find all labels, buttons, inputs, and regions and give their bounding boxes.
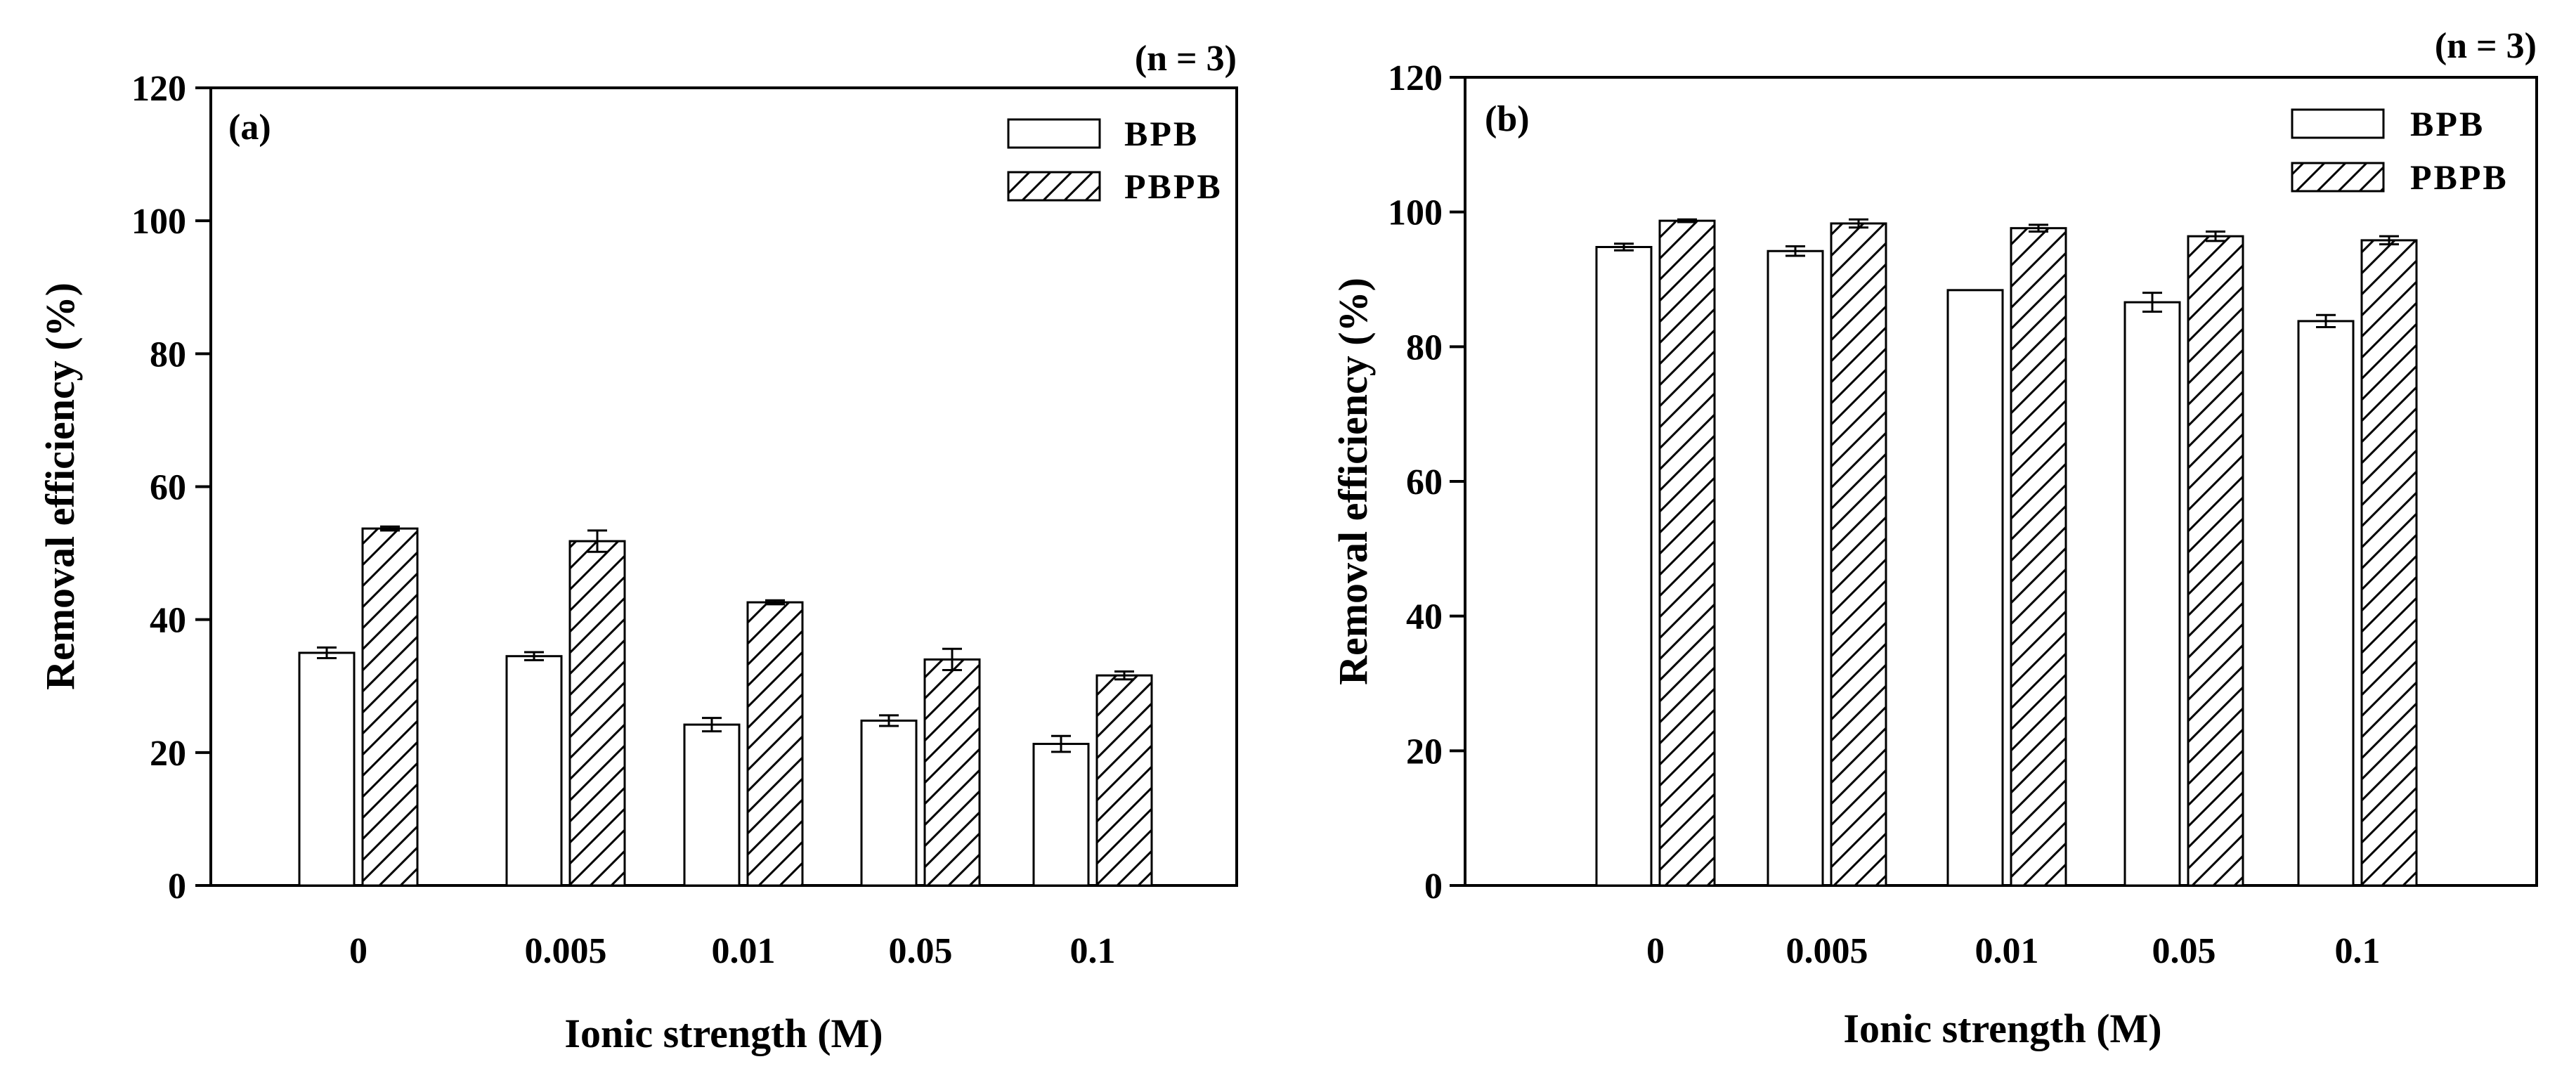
chart-panel-a: (a) (n = 3) Ionic strength (M) Removal e… xyxy=(37,39,1238,1056)
legend: BPB PBPB xyxy=(2291,104,2509,197)
legend-label-pbpb: PBPB xyxy=(1124,167,1223,206)
bar-bpb xyxy=(1595,246,1653,887)
x-tick-label: 0 xyxy=(349,931,367,971)
bar-pbpb xyxy=(1658,219,1716,887)
x-axis-title: Ionic strength (M) xyxy=(564,1011,883,1056)
bar-marks xyxy=(298,525,1153,887)
x-tick-label: 0.1 xyxy=(1070,931,1116,971)
bar-pbpb xyxy=(1830,222,1887,887)
x-tick-label: 0.01 xyxy=(712,931,776,971)
x-axis-ticks: 0 0.005 0.01 0.05 0.1 xyxy=(1646,931,2381,971)
y-tick-label: 40 xyxy=(1406,597,1443,637)
bar-pbpb xyxy=(2010,227,2067,887)
x-tick-label: 0.1 xyxy=(2335,931,2381,971)
bar-bpb xyxy=(298,651,356,887)
legend-label-bpb: BPB xyxy=(2410,104,2485,143)
legend-swatch-pbpb xyxy=(1007,171,1101,202)
legend: BPB PBPB xyxy=(1007,114,1223,206)
x-tick-label: 0.05 xyxy=(889,931,953,971)
legend-label-pbpb: PBPB xyxy=(2410,157,2509,197)
bar-pbpb xyxy=(568,540,626,887)
x-axis-title: Ionic strength (M) xyxy=(1843,1006,2161,1051)
y-tick-label: 100 xyxy=(1388,193,1443,233)
y-tick-label: 60 xyxy=(150,468,186,508)
bar-bpb xyxy=(1767,249,1824,887)
bar-bpb xyxy=(2123,301,2181,887)
x-tick-label: 0.01 xyxy=(1975,931,2039,971)
bar-pbpb xyxy=(361,527,419,887)
legend-swatch-bpb xyxy=(1007,118,1101,149)
sample-size-note: (n = 3) xyxy=(1135,39,1237,79)
bar-bpb xyxy=(1032,743,1090,887)
y-axis-title: Removal efficiency (%) xyxy=(1330,278,1376,685)
y-tick-label: 120 xyxy=(1388,58,1443,98)
legend-swatch-pbpb xyxy=(2291,162,2385,193)
panel-label: (a) xyxy=(228,108,271,148)
bar-bpb xyxy=(505,655,563,887)
bar-bpb xyxy=(1946,289,2004,887)
x-tick-label: 0.005 xyxy=(1786,931,1868,971)
sample-size-note: (n = 3) xyxy=(2435,26,2537,66)
bar-pbpb xyxy=(2187,235,2244,887)
y-tick-label: 80 xyxy=(150,335,186,375)
y-tick-label: 80 xyxy=(1406,327,1443,368)
bar-marks xyxy=(1595,218,2418,887)
legend-swatch-bpb xyxy=(2291,108,2385,139)
x-tick-label: 0.05 xyxy=(2152,931,2216,971)
y-axis-ticks: 0 20 40 60 80 100 120 xyxy=(131,69,211,907)
y-tick-label: 60 xyxy=(1406,462,1443,502)
bar-bpb xyxy=(683,723,741,887)
y-tick-label: 100 xyxy=(131,202,186,242)
y-tick-label: 40 xyxy=(150,601,186,641)
y-axis-title: Removal efficiency (%) xyxy=(37,283,83,690)
bar-bpb xyxy=(860,719,918,887)
y-tick-label: 20 xyxy=(150,734,186,774)
y-tick-label: 20 xyxy=(1406,732,1443,772)
bar-pbpb xyxy=(2360,239,2418,887)
y-tick-label: 0 xyxy=(168,866,186,907)
x-tick-label: 0 xyxy=(1646,931,1665,971)
chart-panel-b: (b) (n = 3) Ionic strength (M) Removal e… xyxy=(1330,26,2538,1051)
bar-pbpb xyxy=(923,658,981,887)
bar-pbpb xyxy=(1095,674,1153,887)
y-tick-label: 120 xyxy=(131,69,186,109)
y-axis-ticks: 0 20 40 60 80 100 120 xyxy=(1388,58,1465,907)
bar-bpb xyxy=(2297,320,2355,887)
y-tick-label: 0 xyxy=(1424,866,1443,907)
x-tick-label: 0.005 xyxy=(525,931,607,971)
legend-label-bpb: BPB xyxy=(1124,114,1199,153)
x-axis-ticks: 0 0.005 0.01 0.05 0.1 xyxy=(349,931,1116,971)
panel-label: (b) xyxy=(1485,99,1530,139)
bar-pbpb xyxy=(746,601,804,887)
